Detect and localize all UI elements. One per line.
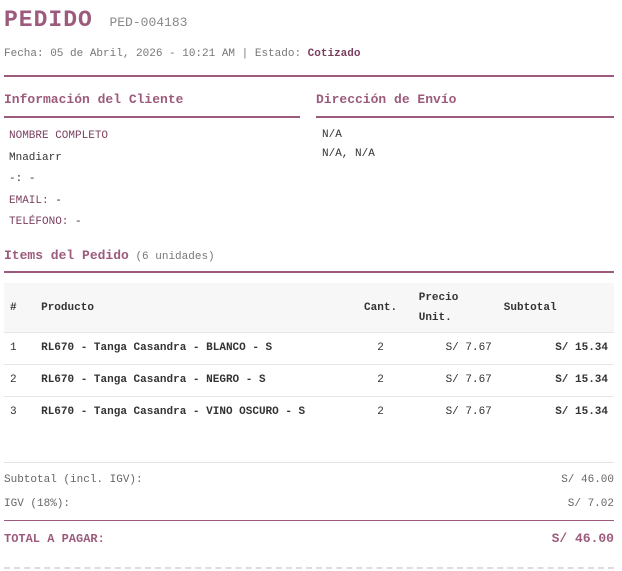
title-row: PEDIDO PED-004183 (4, 7, 187, 33)
meta-text: Fecha: 05 de Abril, 2026 - 10:21 AM | Es… (4, 48, 302, 60)
divider (4, 520, 614, 521)
cell: RL670 - Tanga Casandra - BLANCO - S (35, 332, 349, 365)
cell: 2 (348, 364, 413, 397)
title: PEDIDO (4, 7, 93, 33)
client-row: TELÉFONO: - (9, 212, 108, 234)
field-label: TELÉFONO: (9, 216, 69, 228)
cell: S/ 15.34 (497, 332, 614, 365)
col-header: Cant. (348, 283, 413, 333)
client-row: Mnadiarr (9, 148, 108, 170)
items-heading: Items del Pedido (6 unidades) (4, 248, 215, 263)
field-value: - (75, 216, 82, 228)
field-label: NOMBRE COMPLETO (9, 130, 109, 142)
cell: S/ 15.34 (497, 396, 614, 428)
total-value: S/ 46.00 (551, 531, 614, 546)
item-row: 2 RL670 - Tanga Casandra - NEGRO - S 2 S… (4, 364, 614, 397)
item-row: 1 RL670 - Tanga Casandra - BLANCO - S 2 … (4, 332, 614, 365)
meta: Fecha: 05 de Abril, 2026 - 10:21 AM | Es… (4, 48, 360, 60)
igv-value: S/ 7.02 (567, 498, 614, 510)
field-value: - (55, 194, 62, 207)
order-code: PED-004183 (109, 15, 188, 30)
subtotal-value: S/ 46.00 (561, 474, 614, 486)
shipping-title: Dirección de Envío (316, 92, 457, 107)
col-header: Subtotal (497, 283, 614, 333)
cell: RL670 - Tanga Casandra - NEGRO - S (35, 364, 349, 397)
units: (6 unidades) (135, 251, 215, 263)
total-label: TOTAL A PAGAR: (4, 532, 105, 546)
col-header: # (4, 283, 36, 333)
cell: 3 (4, 396, 36, 428)
items-title: Items del Pedido (4, 248, 129, 263)
field-value: Mnadiarr (9, 151, 62, 164)
item-row: 3 RL670 - Tanga Casandra - VINO OSCURO -… (4, 396, 614, 428)
address-line: N/A, N/A (322, 148, 375, 160)
client-row: NOMBRE COMPLETO (9, 126, 108, 148)
divider (4, 75, 614, 77)
cell: 1 (4, 332, 36, 365)
subtotal-label: Subtotal (incl. IGV): (4, 474, 143, 486)
cell: 2 (348, 332, 413, 365)
address-line: N/A (322, 129, 342, 141)
cell: 2 (348, 396, 413, 428)
cell: S/ 7.67 (412, 332, 498, 365)
items-table: # Producto Cant. Precio Unit. Subtotal 1… (4, 283, 614, 428)
cell: S/ 7.67 (412, 364, 498, 397)
field-label: EMAIL: (9, 194, 49, 207)
cell: S/ 7.67 (412, 396, 498, 428)
divider (4, 116, 300, 118)
igv-label: IGV (18%): (4, 498, 71, 510)
shipping-info: N/A N/A, N/A (322, 126, 375, 164)
field-label: -: (9, 173, 23, 185)
col-header: Producto (35, 283, 349, 333)
divider (4, 271, 614, 273)
client-info: NOMBRE COMPLETO Mnadiarr -: - EMAIL: - T… (9, 126, 108, 234)
header-row: # Producto Cant. Precio Unit. Subtotal (4, 283, 614, 333)
client-title: Información del Cliente (4, 92, 184, 107)
cell: RL670 - Tanga Casandra - VINO OSCURO - S (35, 396, 349, 428)
dashed-divider (4, 567, 614, 569)
cell: 2 (4, 364, 36, 397)
client-row: EMAIL: - (9, 191, 108, 213)
status: Cotizado (307, 48, 361, 60)
field-value: - (28, 173, 36, 185)
col-header: Precio Unit. (412, 283, 498, 333)
cell: S/ 15.34 (497, 364, 614, 397)
divider (4, 462, 614, 463)
client-row: -: - (9, 169, 108, 191)
divider (316, 116, 614, 118)
